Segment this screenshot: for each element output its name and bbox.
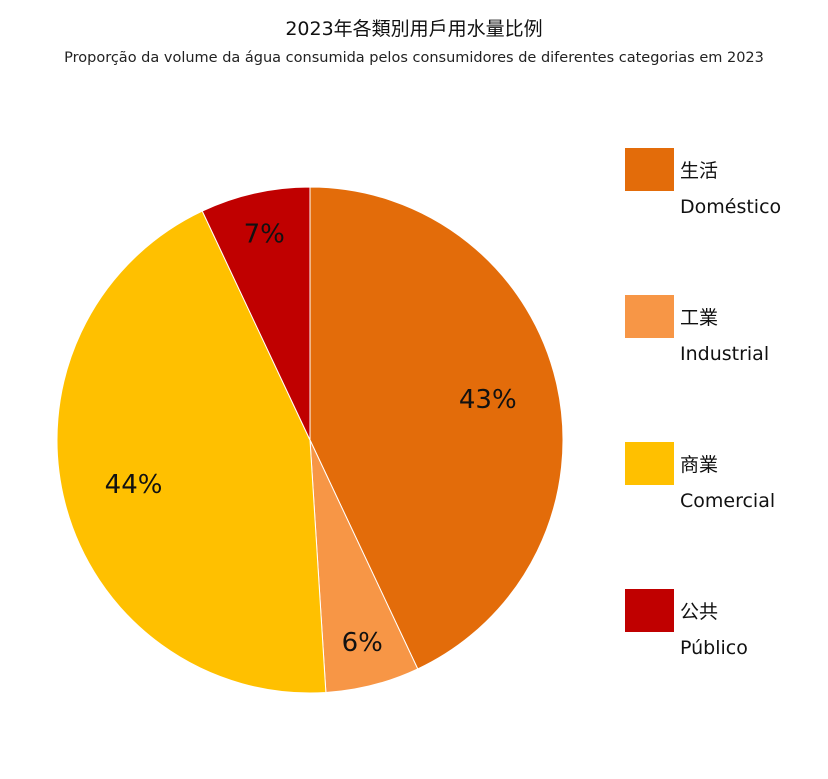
- slice-label-commercial: 44%: [105, 470, 163, 500]
- legend-label-pt-commercial: Comercial: [680, 490, 776, 512]
- legend-item-public: 公共 Público: [625, 589, 825, 669]
- legend-label-zh-public: 公共: [680, 601, 719, 623]
- legend-label-zh-domestic: 生活: [680, 160, 719, 182]
- legend-label-pt-industrial: Industrial: [680, 343, 770, 365]
- legend-item-domestic: 生活 Doméstico: [625, 148, 825, 228]
- slice-label-industrial: 6%: [342, 628, 383, 658]
- legend-swatch-public: [625, 589, 674, 632]
- legend-item-commercial: 商業 Comercial: [625, 442, 825, 522]
- legend-label-pt-public: Público: [680, 637, 748, 659]
- slice-label-public: 7%: [244, 220, 285, 250]
- pie-slice-public: [201, 186, 311, 441]
- legend-item-industrial: 工業 Industrial: [625, 295, 825, 375]
- legend-label-zh-commercial: 商業: [680, 454, 719, 476]
- chart-subtitle: Proporção da volume da água consumida pe…: [64, 50, 764, 66]
- legend-label-pt-domestic: Doméstico: [680, 196, 782, 218]
- legend-swatch-domestic: [625, 148, 674, 191]
- slice-label-domestic: 43%: [459, 385, 517, 415]
- legend-label-zh-industrial: 工業: [680, 307, 719, 329]
- chart-title: 2023年各類別用戶用水量比例: [285, 18, 543, 40]
- legend-swatch-industrial: [625, 295, 674, 338]
- pie-slice-domestic: [309, 186, 564, 670]
- legend-swatch-commercial: [625, 442, 674, 485]
